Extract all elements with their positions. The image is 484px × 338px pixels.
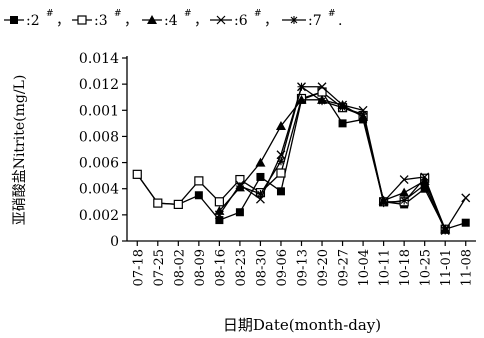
data-point-6 — [214, 210, 224, 220]
data-point-2 — [256, 172, 265, 181]
legend-label-3: :3 — [94, 13, 108, 29]
data-point-7 — [276, 157, 285, 166]
data-point-3 — [132, 169, 142, 179]
data-point-4 — [275, 120, 286, 130]
data-point-6 — [317, 82, 327, 92]
x-tick-label: 08-02 — [172, 249, 187, 286]
x-tick-label: 09-06 — [275, 249, 290, 286]
x-tick-label: 10-11 — [378, 249, 393, 286]
x-tick-label: 08-09 — [193, 249, 208, 286]
legend-label-6: :6 — [234, 13, 248, 29]
legend-sup-7: # — [328, 9, 336, 19]
data-point-3 — [173, 199, 183, 209]
data-point-7 — [235, 182, 244, 191]
data-point-7 — [297, 82, 306, 91]
x-tick-label: 08-23 — [234, 249, 249, 286]
x-tick-label: 08-16 — [213, 249, 228, 286]
data-point-7 — [338, 103, 347, 112]
legend-marker-x — [216, 15, 226, 25]
x-axis-label: 日期Date(month-day) — [223, 316, 381, 334]
data-point-6 — [420, 172, 430, 182]
y-tick-label: 0.004 — [79, 182, 119, 198]
series-4 — [235, 82, 450, 235]
legend-item-4: :4 # ， — [142, 9, 208, 29]
series-1 — [132, 87, 450, 234]
y-axis-label: 亚硝酸盐Nitrite(mg/L) — [12, 75, 28, 226]
data-point-7 — [318, 97, 327, 106]
legend-marker-star — [290, 16, 298, 24]
x-tick-label: 09-20 — [316, 249, 331, 286]
x-tick-label: 07-18 — [131, 249, 146, 286]
x-tick-label: 11-08 — [460, 249, 475, 286]
y-tick-label: 0.012 — [79, 77, 119, 93]
data-point-2 — [215, 216, 224, 225]
data-point-6 — [461, 193, 471, 203]
y-tick-label: 0.014 — [79, 51, 119, 67]
legend-marker-filled-square — [10, 16, 18, 24]
y-tick-label: 0.002 — [79, 208, 119, 224]
legend-separator: ， — [194, 13, 208, 29]
data-point-2 — [461, 218, 470, 227]
x-tick-label: 10-25 — [419, 249, 434, 286]
data-point-4 — [399, 187, 410, 197]
legend-separator: ， — [56, 13, 70, 29]
data-point-3 — [194, 176, 204, 186]
series-0 — [133, 87, 470, 234]
y-tick-label: 0 — [110, 234, 119, 250]
data-point-2 — [194, 191, 203, 200]
data-point-3 — [214, 197, 224, 207]
x-tick-label: 11-01 — [439, 249, 454, 286]
data-point-2 — [235, 208, 244, 217]
y-tick-label: 0.006 — [79, 156, 119, 172]
legend-label-2: :2 — [26, 13, 40, 29]
legend-separator: ， — [264, 13, 278, 29]
data-point-4 — [255, 157, 266, 167]
legend-label-4: :4 — [164, 13, 178, 29]
y-tick-label: 0.008 — [79, 129, 119, 145]
legend-sup-6: # — [254, 9, 262, 19]
series-line — [136, 91, 466, 231]
legend-sup-3: # — [114, 9, 122, 19]
data-point-2 — [276, 187, 285, 196]
legend-item-3: :3 # ， — [72, 9, 138, 29]
data-point-3 — [276, 168, 286, 178]
legend-separator: ， — [124, 13, 138, 29]
legend-item-6: :6 # ， — [210, 9, 278, 29]
chart-series — [132, 82, 471, 236]
data-point-4 — [296, 94, 307, 104]
data-point-7 — [359, 110, 368, 119]
series-2 — [214, 94, 451, 234]
x-tick-label: 09-27 — [337, 249, 352, 286]
legend-marker-filled-triangle — [147, 15, 157, 24]
data-point-7 — [256, 189, 265, 198]
nitrite-line-chart: 0 0.002 0.004 0.006 0.008 0.001 0.012 0.014 07-1… — [12, 51, 476, 334]
data-point-2 — [338, 119, 347, 128]
y-tick-label: 0.001 — [79, 103, 119, 119]
chart-legend: :2 # ， :3 # ， :4 # ， :6 # ， :7 # . — [4, 9, 342, 29]
chart-axes: 0 0.002 0.004 0.006 0.008 0.001 0.012 0.014 07-1… — [79, 51, 476, 286]
data-point-7 — [400, 196, 409, 205]
legend-terminator: . — [338, 13, 342, 29]
legend-sup-2: # — [46, 9, 54, 19]
x-tick-label: 10-18 — [398, 249, 413, 286]
legend-item-7: :7 # . — [282, 9, 342, 29]
x-tick-label: 07-25 — [152, 249, 167, 286]
legend-item-2: :2 # ， — [4, 9, 70, 29]
data-point-3 — [153, 198, 163, 208]
x-tick-label: 10-04 — [357, 249, 372, 286]
legend-sup-4: # — [184, 9, 192, 19]
data-point-6 — [399, 175, 409, 185]
legend-label-7: :7 — [308, 13, 322, 29]
x-tick-label: 08-30 — [254, 249, 269, 286]
legend-marker-open-square — [77, 15, 87, 25]
data-point-7 — [441, 226, 450, 235]
data-point-7 — [420, 180, 429, 189]
data-point-7 — [379, 199, 388, 208]
series-line — [218, 99, 446, 230]
x-tick-label: 09-13 — [296, 249, 311, 286]
